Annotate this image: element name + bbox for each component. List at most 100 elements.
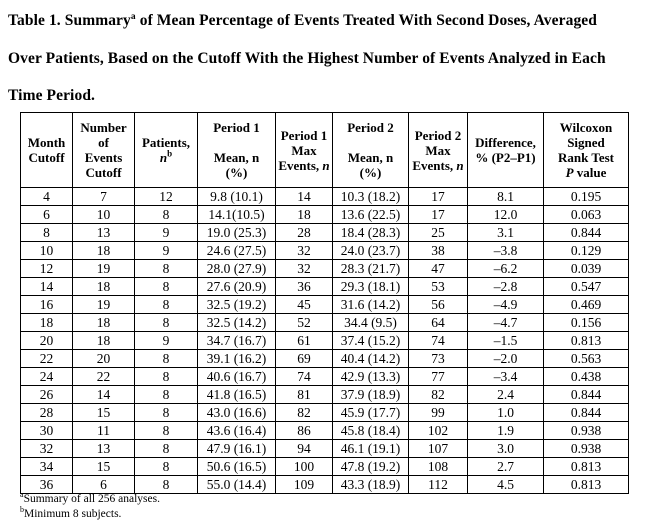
- cell-wilcoxon-p: 0.547: [543, 277, 629, 296]
- cell-period2-mean: 45.9 (17.7): [332, 403, 409, 422]
- cell-period2-max-events: 112: [408, 475, 468, 494]
- cell-period1-mean: 43.0 (16.6): [197, 403, 276, 422]
- cell-wilcoxon-p: 0.039: [543, 259, 629, 278]
- cell-month-cutoff: 4: [20, 187, 73, 206]
- cell-period1-mean: 50.6 (16.5): [197, 457, 276, 476]
- cell-wilcoxon-p: 0.563: [543, 349, 629, 368]
- cell-difference: –6.2: [467, 259, 544, 278]
- cell-wilcoxon-p: 0.813: [543, 457, 629, 476]
- table-row-month-28: 28 15 8 43.0 (16.6) 82 45.9 (17.7) 99 1.0 0.844: [20, 403, 629, 422]
- cell-events-cutoff: 18: [72, 277, 135, 296]
- cell-month-cutoff: 36: [20, 475, 73, 494]
- cell-difference: 3.0: [467, 439, 544, 458]
- cell-period1-max-events: 81: [275, 385, 333, 404]
- cell-difference: –2.8: [467, 277, 544, 296]
- header-period2-max-events: Period 2 Max Events, n: [408, 112, 468, 188]
- cell-wilcoxon-p: 0.813: [543, 331, 629, 350]
- cell-month-cutoff: 14: [20, 277, 73, 296]
- header-line: Wilcoxon: [559, 120, 613, 135]
- header-line: Rank Test: [558, 150, 614, 165]
- cell-period1-mean: 27.6 (20.9): [197, 277, 276, 296]
- header-line: Cutoff: [85, 165, 122, 180]
- cell-period2-max-events: 25: [408, 223, 468, 242]
- header-line: Mean, n: [213, 150, 260, 165]
- cell-month-cutoff: 30: [20, 421, 73, 440]
- cell-month-cutoff: 12: [20, 259, 73, 278]
- cell-difference: 2.7: [467, 457, 544, 476]
- cell-period2-max-events: 108: [408, 457, 468, 476]
- cell-wilcoxon-p: 0.844: [543, 385, 629, 404]
- header-line: (%): [225, 165, 248, 180]
- header-line: Period 1: [280, 127, 328, 143]
- cell-period1-max-events: 100: [275, 457, 333, 476]
- cell-wilcoxon-p: 0.469: [543, 295, 629, 314]
- header-line: Number: [80, 120, 127, 135]
- cell-month-cutoff: 16: [20, 295, 73, 314]
- header-line: Max: [291, 142, 317, 158]
- table-title: Table 1. Summarya of Mean Percentage of …: [8, 2, 653, 115]
- cell-period2-max-events: 99: [408, 403, 468, 422]
- header-line: nb: [159, 148, 173, 165]
- cell-period2-max-events: 64: [408, 313, 468, 332]
- cell-patients-n: 8: [134, 349, 198, 368]
- cell-period1-mean: 14.1(10.5): [197, 205, 276, 224]
- cell-difference: –3.4: [467, 367, 544, 386]
- cell-events-cutoff: 6: [72, 475, 135, 494]
- table-row-month-20: 20 18 9 34.7 (16.7) 61 37.4 (15.2) 74 –1.5 0.813: [20, 331, 629, 350]
- cell-events-cutoff: 15: [72, 403, 135, 422]
- cell-period2-mean: 31.6 (14.2): [332, 295, 409, 314]
- cell-events-cutoff: 22: [72, 367, 135, 386]
- cell-period1-mean: 32.5 (19.2): [197, 295, 276, 314]
- table-row-month-36: 36 6 8 55.0 (14.4) 109 43.3 (18.9) 112 4.5 0.813: [20, 475, 629, 494]
- cell-month-cutoff: 6: [20, 205, 73, 224]
- cell-period1-mean: 41.8 (16.5): [197, 385, 276, 404]
- cell-patients-n: 8: [134, 385, 198, 404]
- cell-difference: –1.5: [467, 331, 544, 350]
- footnote-2: bMinimum 8 subjects.: [20, 505, 122, 520]
- cell-events-cutoff: 10: [72, 205, 135, 224]
- cell-events-cutoff: 18: [72, 241, 135, 260]
- cell-patients-n: 12: [134, 187, 198, 206]
- table-header: Month Cutoff Number of Events Cutoff Patients,…: [20, 112, 629, 188]
- title-line-3: Time Period.: [8, 87, 96, 104]
- cell-difference: 8.1: [467, 187, 544, 206]
- cell-period2-mean: 40.4 (14.2): [332, 349, 409, 368]
- cell-events-cutoff: 11: [72, 421, 135, 440]
- cell-period1-mean: 24.6 (27.5): [197, 241, 276, 260]
- header-patients-n: Patients, nb: [134, 112, 198, 188]
- cell-wilcoxon-p: 0.063: [543, 205, 629, 224]
- table-row-month-4: 4 7 12 9.8 (10.1) 14 10.3 (18.2) 17 8.1 0.195: [20, 187, 629, 206]
- table-row-month-10: 10 18 9 24.6 (27.5) 32 24.0 (23.7) 38 –3.8 0.129: [20, 241, 629, 260]
- table-row-month-14: 14 18 8 27.6 (20.9) 36 29.3 (18.1) 53 –2.8 0.547: [20, 277, 629, 296]
- cell-period1-mean: 39.1 (16.2): [197, 349, 276, 368]
- cell-period2-max-events: 53: [408, 277, 468, 296]
- cell-difference: –2.0: [467, 349, 544, 368]
- cell-difference: –4.9: [467, 295, 544, 314]
- cell-period1-max-events: 61: [275, 331, 333, 350]
- table-row-month-32: 32 13 8 47.9 (16.1) 94 46.1 (19.1) 107 3.0 0.938: [20, 439, 629, 458]
- cell-period1-max-events: 45: [275, 295, 333, 314]
- header-line: % (P2–P1): [475, 150, 536, 165]
- footnote-1: aSummary of all 256 analyses.: [20, 490, 160, 505]
- cell-wilcoxon-p: 0.813: [543, 475, 629, 494]
- title-line-1: Table 1. Summarya of Mean Percentage of …: [8, 11, 598, 29]
- cell-period1-max-events: 28: [275, 223, 333, 242]
- cell-difference: –4.7: [467, 313, 544, 332]
- cell-period1-max-events: 52: [275, 313, 333, 332]
- header-row: Month Cutoff Number of Events Cutoff Patients,…: [20, 112, 629, 188]
- cell-period2-max-events: 102: [408, 421, 468, 440]
- cell-wilcoxon-p: 0.129: [543, 241, 629, 260]
- header-line: Patients,: [141, 135, 191, 150]
- cell-month-cutoff: 18: [20, 313, 73, 332]
- header-line: Period 1: [213, 120, 260, 135]
- cell-events-cutoff: 15: [72, 457, 135, 476]
- header-line: Max: [425, 142, 451, 158]
- table-row-month-18: 18 18 8 32.5 (14.2) 52 34.4 (9.5) 64 –4.7 0.156: [20, 313, 629, 332]
- table-body: 4 7 12 9.8 (10.1) 14 10.3 (18.2) 17 8.1 0.195 6 10…: [20, 187, 629, 494]
- header-line: Events: [84, 150, 123, 165]
- cell-period2-max-events: 38: [408, 241, 468, 260]
- cell-period1-mean: 28.0 (27.9): [197, 259, 276, 278]
- cell-month-cutoff: 20: [20, 331, 73, 350]
- cell-wilcoxon-p: 0.844: [543, 223, 629, 242]
- cell-wilcoxon-p: 0.844: [543, 403, 629, 422]
